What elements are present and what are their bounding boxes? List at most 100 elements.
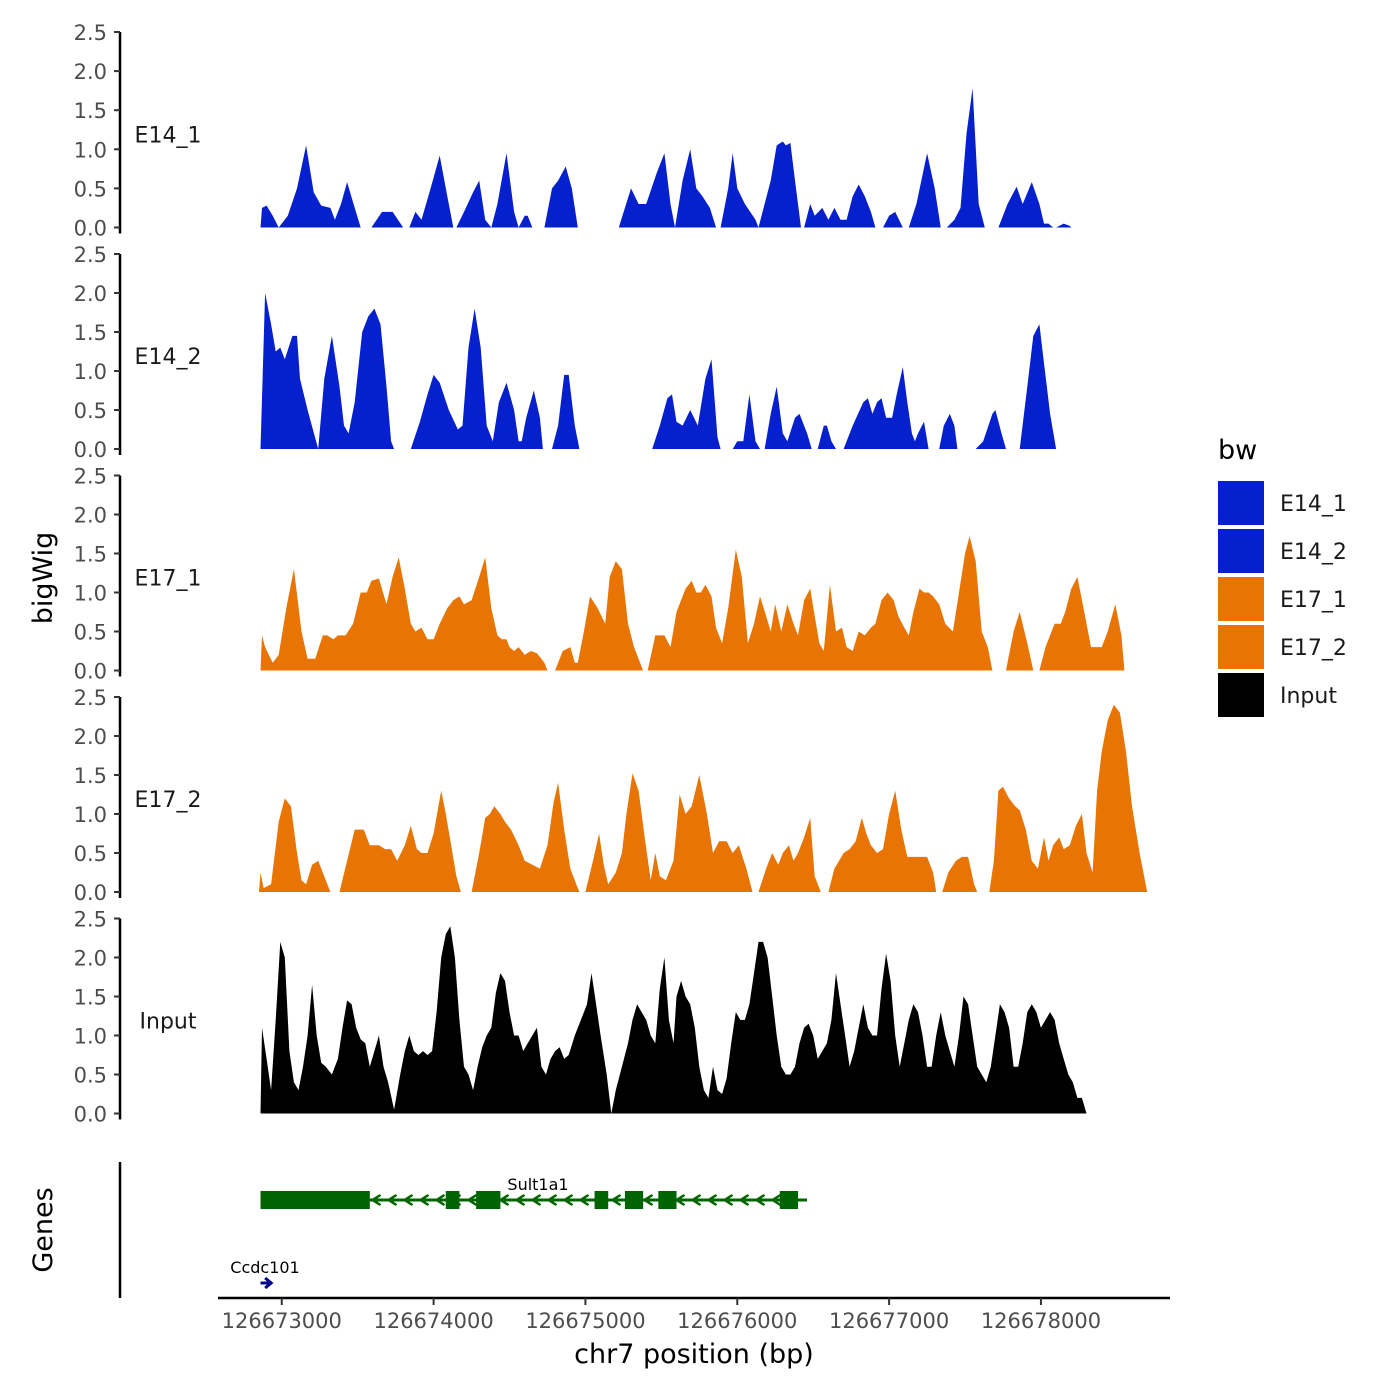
legend: bw E14_1 E14_2 E17_1 E17_2 Input [1218,435,1347,717]
strand-arrow [770,1193,782,1207]
y-tick-label: 2.0 [74,504,107,528]
strand-arrow [738,1193,750,1207]
signal-area-input [260,926,1087,1114]
y-tick-label: 0.0 [74,217,107,241]
x-axis: 126673000 126674000 126675000 126676000 1266… [218,1296,1170,1333]
y-tick-label: 1.5 [74,986,107,1010]
strand-arrow [690,1193,702,1207]
track-label: E14_1 [135,124,202,149]
y-tick-label: 1.5 [74,543,107,567]
exon [260,1191,370,1209]
legend-swatch [1218,673,1264,717]
y-tick-label: 1.0 [74,1025,107,1049]
exon [594,1191,609,1209]
exon [476,1191,501,1209]
gene-ccdc101: Ccdc101 [230,1258,300,1290]
legend-label: E17_2 [1280,636,1347,661]
legend-swatch [1218,529,1264,573]
y-axis-title: bigWig [28,532,59,625]
genes-panel: Sult1a1 Ccdc101 [118,1162,808,1298]
y-tick-label: 2.5 [74,21,107,45]
exon [779,1191,799,1209]
gene-label: Sult1a1 [507,1175,568,1194]
strand-arrow [418,1193,430,1207]
y-tick-label: 0.0 [74,660,107,684]
exon [445,1191,460,1209]
signal-area-e17-2 [259,704,1148,892]
x-tick-label: 126673000 [222,1309,342,1333]
y-tick-label: 0.0 [74,881,107,905]
strand-arrow [370,1193,382,1207]
legend-swatch [1218,481,1264,525]
y-tick-label: 0.0 [74,438,107,462]
x-tick-label: 126677000 [829,1309,949,1333]
y-tick-label: 0.0 [74,1103,107,1127]
track-e17-1: 0.0 0.5 1.0 1.5 2.0 2.5 E17_1 [74,465,1125,684]
y-tick-label: 1.5 [74,99,107,123]
signal-area-e14-1 [260,88,1072,228]
y-tick-label: 0.5 [74,621,107,645]
legend-swatch [1218,577,1264,621]
y-tick-label: 0.5 [74,177,107,201]
strand-arrow [402,1193,414,1207]
y-tick-label: 2.5 [74,465,107,489]
strand-arrow [642,1193,654,1207]
y-tick-label: 2.0 [74,947,107,971]
strand-arrow [578,1193,590,1207]
strand-arrow [434,1193,446,1207]
x-tick-label: 126676000 [677,1309,797,1333]
y-tick-label: 1.5 [74,321,107,345]
track-e17-2: 0.0 0.5 1.0 1.5 2.0 2.5 E17_2 [74,686,1148,905]
legend-label: E17_1 [1280,588,1347,613]
track-label: E17_2 [135,788,202,813]
x-tick-label: 126674000 [373,1309,493,1333]
y-tick-label: 2.0 [74,60,107,84]
legend-title: bw [1218,435,1257,466]
strand-arrow [546,1193,558,1207]
x-axis-title: chr7 position (bp) [574,1339,814,1370]
y-tick-label: 2.0 [74,725,107,749]
y-tick-label: 1.0 [74,582,107,606]
y-tick-label: 1.0 [74,360,107,384]
legend-label: E14_1 [1280,492,1347,517]
track-e14-1: 0.0 0.5 1.0 1.5 2.0 2.5 E14_1 [74,21,1072,241]
signal-area-e17-1 [260,536,1125,671]
strand-arrow [530,1193,542,1207]
strand-arrow [722,1193,734,1207]
track-e14-2: 0.0 0.5 1.0 1.5 2.0 2.5 E14_2 [74,243,1057,462]
strand-arrow [610,1193,622,1207]
strand-arrow [264,1276,274,1290]
legend-swatch [1218,625,1264,669]
exon [624,1191,644,1209]
gene-label: Ccdc101 [230,1258,299,1277]
y-tick-label: 2.5 [74,243,107,267]
tracks-group: 0.0 0.5 1.0 1.5 2.0 2.5 E14_1 0.0 0.5 1.0 1.5 2.0 2.… [74,21,1148,1127]
genes-axis-title: Genes [28,1187,59,1272]
track-label: E17_1 [135,567,202,592]
y-tick-label: 0.5 [74,842,107,866]
legend-label: E14_2 [1280,540,1347,565]
track-input: 0.0 0.5 1.0 1.5 2.0 2.5 Input [74,908,1087,1127]
signal-area-e14-2 [260,293,1057,449]
y-tick-label: 0.5 [74,399,107,423]
track-label: E14_2 [135,345,202,370]
gene-sult1a1: Sult1a1 [260,1175,808,1209]
strand-arrow [754,1193,766,1207]
strand-arrow [706,1193,718,1207]
y-tick-label: 2.5 [74,908,107,932]
strand-arrow [562,1193,574,1207]
strand-arrow [386,1193,398,1207]
track-label: Input [140,1010,197,1035]
y-tick-label: 2.5 [74,686,107,710]
strand-arrow [514,1193,526,1207]
exon [658,1191,677,1209]
genes-group: Sult1a1 Ccdc101 [230,1175,808,1290]
y-tick-label: 1.0 [74,138,107,162]
strand-arrow [466,1193,478,1207]
y-tick-label: 0.5 [74,1064,107,1088]
y-tick-label: 1.5 [74,764,107,788]
x-tick-label: 126678000 [981,1309,1101,1333]
strand-arrow [498,1193,510,1207]
y-tick-label: 1.0 [74,803,107,827]
